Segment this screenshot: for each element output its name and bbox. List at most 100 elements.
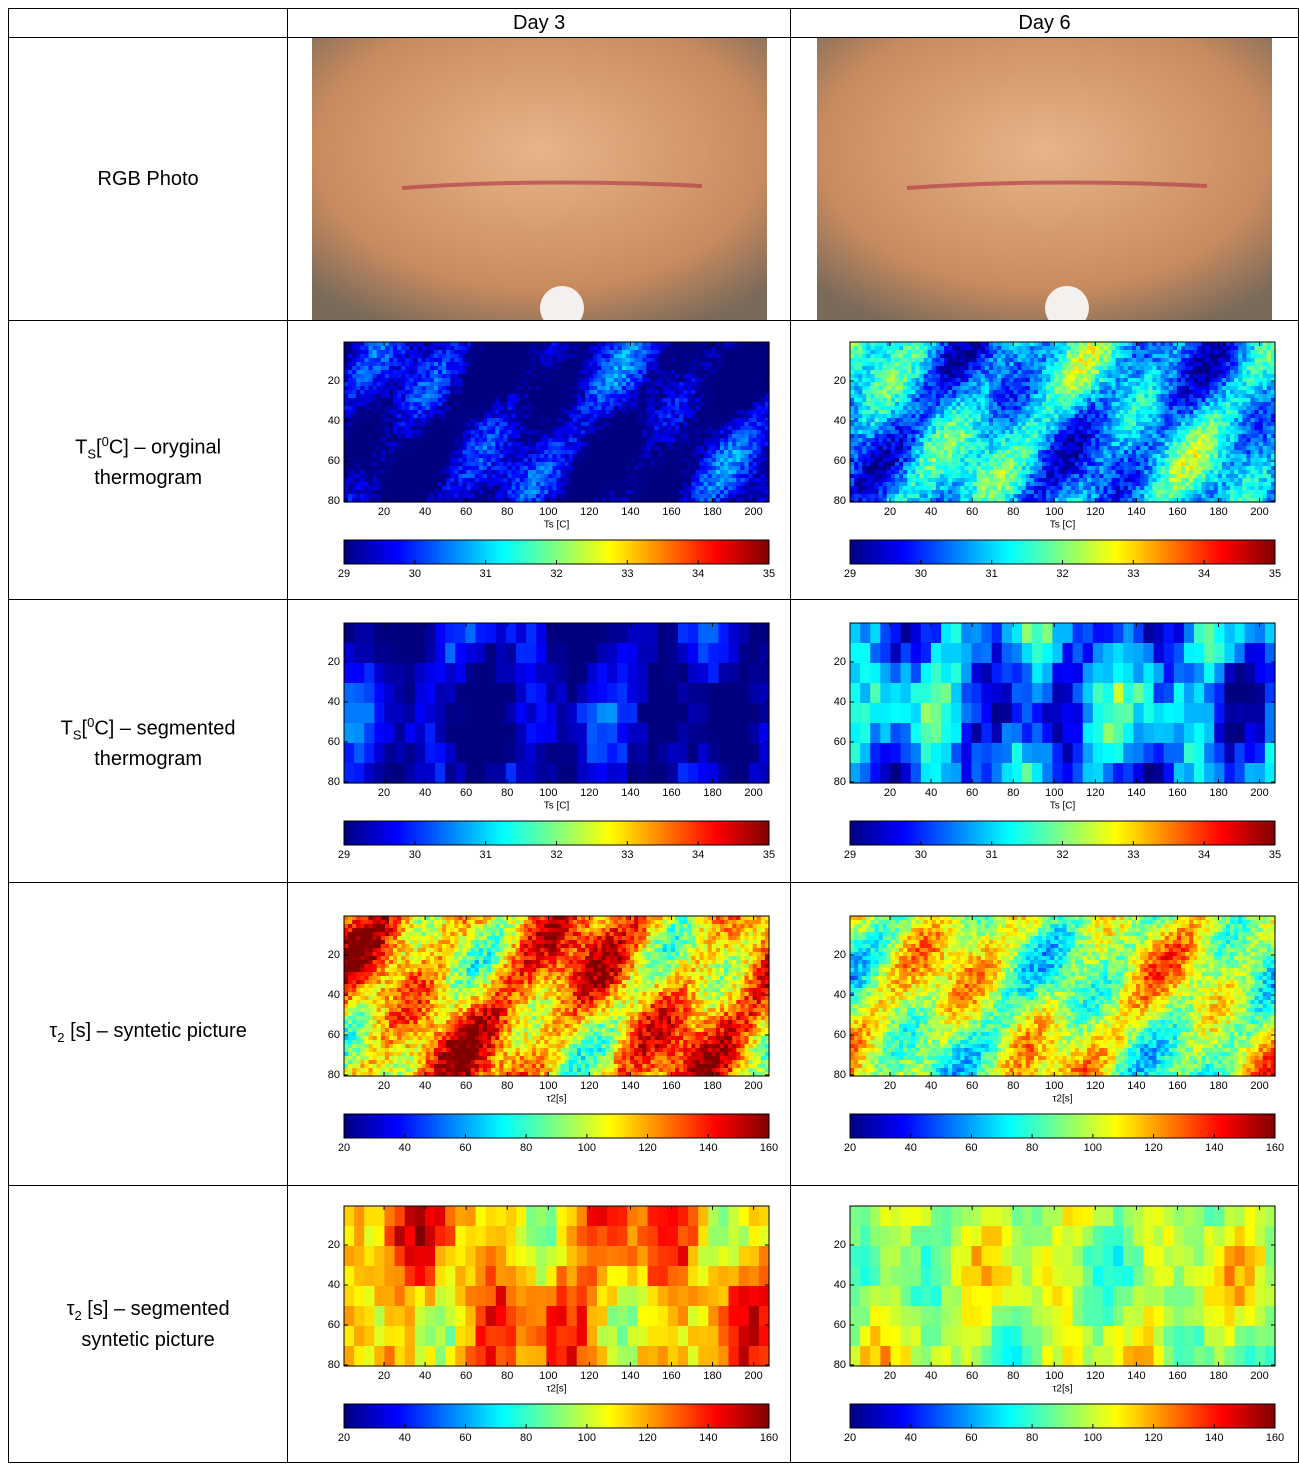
heatmap-cell [598,438,603,443]
heatmap-cell [716,342,721,347]
heatmap-cell [589,370,594,375]
heatmap-cell [944,366,949,371]
heatmap-cell [602,458,607,463]
heatmap-cell [692,350,697,355]
heatmap-cell [1127,366,1132,371]
heatmap-cell [589,434,594,439]
heatmap-cell [667,378,672,383]
heatmap-cell [687,422,692,427]
heatmap-cell [753,466,758,471]
heatmap-cell [491,366,496,371]
heatmap-cell [348,346,353,351]
heatmap-cell [520,462,525,467]
heatmap-cell [422,406,427,411]
heatmap-cell [504,438,509,443]
heatmap-cell [651,446,656,451]
heatmap-cell [687,394,692,399]
heatmap-cell [675,458,680,463]
heatmap-cell [352,398,357,403]
heatmap-cell [528,458,533,463]
heatmap-cell [882,358,887,363]
heatmap-cell [732,374,737,379]
heatmap-cell [757,466,762,471]
heatmap-cell [602,422,607,427]
heatmap-cell [499,358,504,363]
heatmap-cell [385,462,390,467]
heatmap-cell [459,458,464,463]
heatmap-cell [356,458,361,463]
heatmap-cell [426,494,431,499]
heatmap-cell [638,342,643,347]
heatmap-cell [749,454,754,459]
heatmap-cell [524,362,529,367]
heatmap-cell [749,450,754,455]
heatmap-cell [450,430,455,435]
heatmap-cell [724,342,729,347]
heatmap-cell [1062,358,1067,363]
heatmap-cell [1013,354,1018,359]
heatmap-cell [741,458,746,463]
heatmap-cell [508,454,513,459]
heatmap-cell [414,482,419,487]
heatmap-cell [528,446,533,451]
heatmap-cell [344,458,349,463]
heatmap-cell [630,438,635,443]
heatmap-cell [414,446,419,451]
heatmap-cell [1021,350,1026,355]
heatmap-cell [491,454,496,459]
heatmap-cell [536,354,541,359]
heatmap-cell [630,382,635,387]
heatmap-cell [1078,366,1083,371]
heatmap-cell [753,346,758,351]
heatmap-cell [410,494,415,499]
heatmap-cell [483,374,488,379]
heatmap-cell [720,454,725,459]
heatmap-cell [745,450,750,455]
heatmap-cell [1001,366,1006,371]
heatmap-cell [553,446,558,451]
heatmap-cell [1054,346,1059,351]
heatmap-cell [504,354,509,359]
heatmap-cell [365,482,370,487]
heatmap-cell [692,430,697,435]
heatmap-cell [598,490,603,495]
heatmap-cell [638,390,643,395]
heatmap-cell [745,406,750,411]
heatmap-cell [757,378,762,383]
heatmap-cell [980,346,985,351]
heatmap-cell [610,466,615,471]
heatmap-cell [1185,346,1190,351]
heatmap-cell [1140,358,1145,363]
heatmap-cell [418,446,423,451]
heatmap-cell [602,362,607,367]
heatmap-cell [450,486,455,491]
heatmap-cell [532,390,537,395]
heatmap-cell [344,470,349,475]
heatmap-cell [540,358,545,363]
heatmap-cell [528,398,533,403]
heatmap-cell [724,346,729,351]
heatmap-cell [557,366,562,371]
heatmap-cell [491,430,496,435]
heatmap-cell [581,430,586,435]
heatmap-cell [422,346,427,351]
heatmap-cell [647,402,652,407]
heatmap-cell [499,426,504,431]
x-tick-label: 140 [621,506,639,518]
heatmap-cell [356,422,361,427]
heatmap-cell [426,346,431,351]
heatmap-cell [720,442,725,447]
heatmap-cell [344,370,349,375]
heatmap-cell [606,446,611,451]
heatmap-cell [606,430,611,435]
heatmap-cell [504,470,509,475]
heatmap-cell [858,366,863,371]
heatmap-cell [512,442,517,447]
heatmap-cell [1205,362,1210,367]
heatmap-cell [536,398,541,403]
heatmap-cell [630,458,635,463]
heatmap-cell [687,470,692,475]
heatmap-cell [642,434,647,439]
heatmap-cell [540,450,545,455]
heatmap-cell [524,358,529,363]
